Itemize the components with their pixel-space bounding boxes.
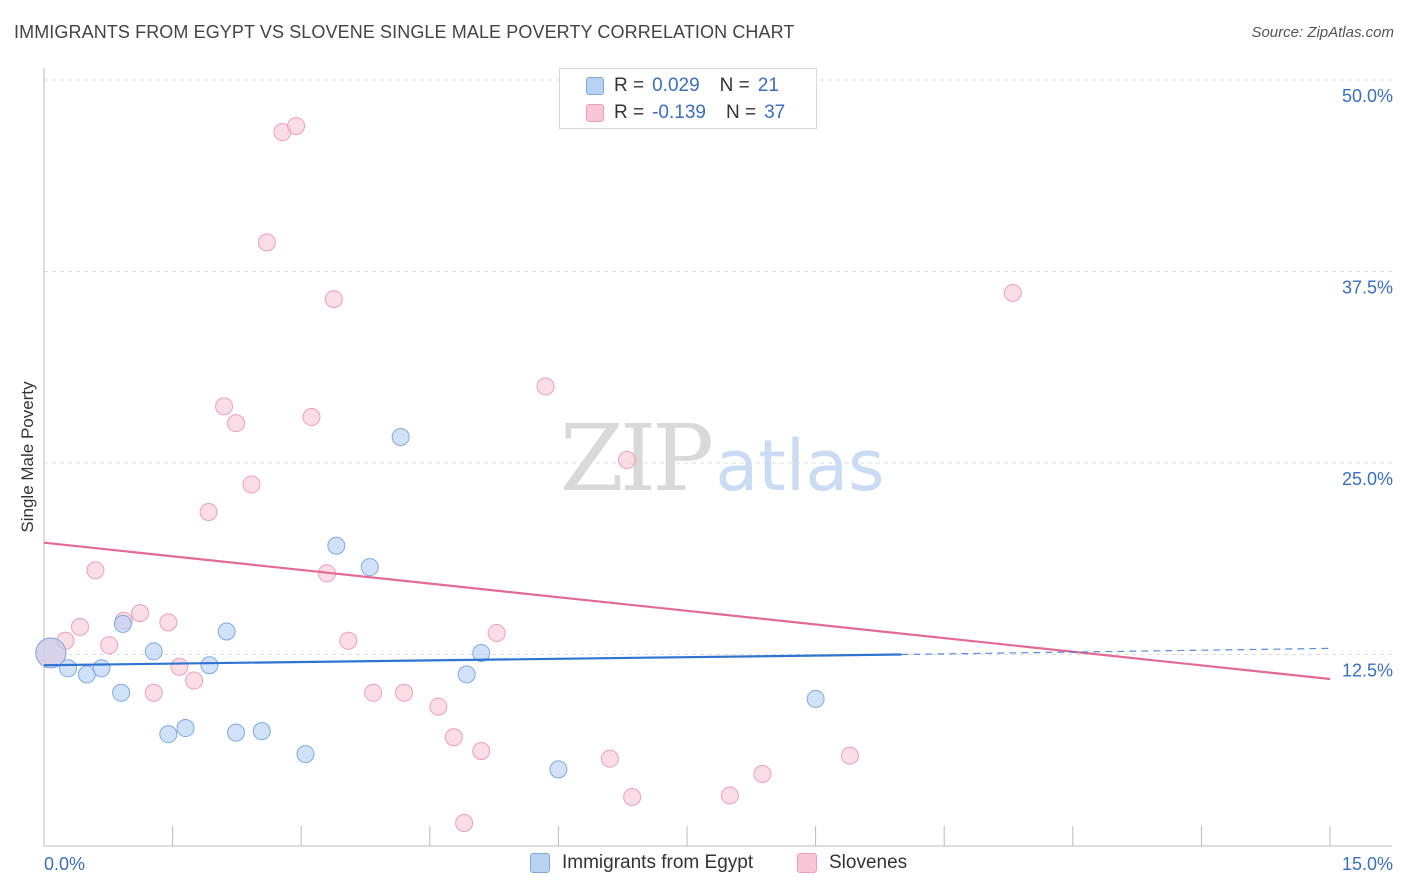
x-tick-label: 15.0% <box>1342 854 1393 874</box>
slovene-point <box>86 561 105 580</box>
egypt-point <box>35 637 67 669</box>
r-value: -0.139 <box>652 102 706 123</box>
egypt-point <box>296 745 315 764</box>
chart-title: IMMIGRANTS FROM EGYPT VS SLOVENE SINGLE … <box>14 22 795 42</box>
egypt-point <box>806 689 825 708</box>
egypt-point <box>252 722 271 741</box>
n-value: 21 <box>757 75 779 96</box>
egypt-point <box>472 643 491 662</box>
tick-labels: 12.5% 25.0% 37.5% 50.0% 0.0% 15.0% <box>44 86 1393 874</box>
egypt-point <box>227 723 246 742</box>
slovene-trend-line <box>43 541 1331 681</box>
egypt-trend-extension <box>901 647 1331 656</box>
slovene-point <box>185 671 204 690</box>
n-label: N = <box>725 102 757 123</box>
egypt-point <box>159 725 178 744</box>
egypt-point <box>391 427 410 446</box>
slovene-point <box>840 746 859 765</box>
egypt-point <box>457 665 476 684</box>
egypt-point <box>200 656 219 675</box>
legend-label-slovenes: Slovenes <box>829 852 908 873</box>
slovene-point <box>339 631 358 650</box>
slovene-point <box>242 475 261 494</box>
slovene-point <box>131 604 150 623</box>
egypt-point <box>217 622 236 641</box>
egypt-legend-swatch <box>530 853 550 873</box>
legend-item-slovenes[interactable]: Slovenes <box>797 852 907 874</box>
slovene-point <box>600 749 619 768</box>
slovene-point <box>144 683 163 702</box>
watermark-zip: ZIP <box>560 405 711 512</box>
slovene-point <box>455 814 474 833</box>
slovene-point <box>159 613 178 632</box>
slovene-point <box>170 657 189 676</box>
slovene-point <box>227 414 246 433</box>
chart-source: Source: ZipAtlas.com <box>1251 24 1394 41</box>
slovene-point <box>487 624 506 643</box>
slovene-point <box>623 787 642 806</box>
slovene-legend-swatch <box>797 853 817 873</box>
trend-lines <box>43 541 1331 681</box>
legend-item-egypt[interactable]: Immigrants from Egypt <box>530 852 753 874</box>
slovene-point <box>71 617 90 636</box>
slovene-point <box>536 377 555 396</box>
egypt-point <box>360 558 379 577</box>
slovene-point <box>287 116 306 135</box>
egypt-swatch <box>586 77 604 95</box>
slovene-point <box>364 683 383 702</box>
x-tick-label: 0.0% <box>44 854 85 874</box>
n-value: 37 <box>764 102 786 123</box>
series-legend: Immigrants from Egypt Slovenes <box>0 852 1406 878</box>
slovene-point <box>1003 283 1022 302</box>
r-value: 0.029 <box>652 75 700 96</box>
slovene-point <box>199 503 218 522</box>
slovene-point <box>100 636 119 655</box>
egypt-trend-line <box>43 653 902 667</box>
slovene-swatch <box>586 104 604 122</box>
legend-label-egypt: Immigrants from Egypt <box>562 852 754 873</box>
slovene-point <box>429 697 448 716</box>
slovene-point <box>324 290 343 309</box>
grid-lines <box>44 79 1392 655</box>
slovene-point <box>215 397 234 416</box>
n-label: N = <box>719 75 750 96</box>
stats-legend-row-slovene: R = -0.139 N = 37 <box>560 100 785 126</box>
r-label: R = <box>614 102 645 123</box>
egypt-point <box>176 719 195 738</box>
slovene-point <box>444 728 463 747</box>
slovene-point <box>617 450 636 469</box>
stats-legend: R = 0.029 N = 21 R = -0.139 N = 37 <box>559 68 817 129</box>
slovene-point <box>753 764 772 783</box>
y-tick-label: 25.0% <box>1342 469 1393 489</box>
egypt-point <box>549 760 568 779</box>
y-tick-label: 37.5% <box>1342 278 1393 298</box>
axes <box>43 68 1392 847</box>
watermark: ZIP atlas <box>560 405 885 512</box>
y-tick-label: 12.5% <box>1342 661 1393 681</box>
watermark-atlas: atlas <box>715 425 884 507</box>
egypt-point <box>92 659 111 678</box>
slovene-point <box>257 233 276 252</box>
egypt-point <box>112 683 131 702</box>
stats-legend-row-egypt: R = 0.029 N = 21 <box>560 73 779 99</box>
r-label: R = <box>614 75 645 96</box>
egypt-point <box>144 642 163 661</box>
series-egypt-points <box>35 427 825 779</box>
slovene-point <box>302 408 321 427</box>
slovene-point <box>395 683 414 702</box>
slovene-point <box>472 742 491 761</box>
egypt-point <box>59 659 78 678</box>
slovene-point <box>720 786 739 805</box>
egypt-point <box>327 536 346 555</box>
egypt-point <box>113 614 132 633</box>
y-tick-label: 50.0% <box>1342 86 1393 106</box>
